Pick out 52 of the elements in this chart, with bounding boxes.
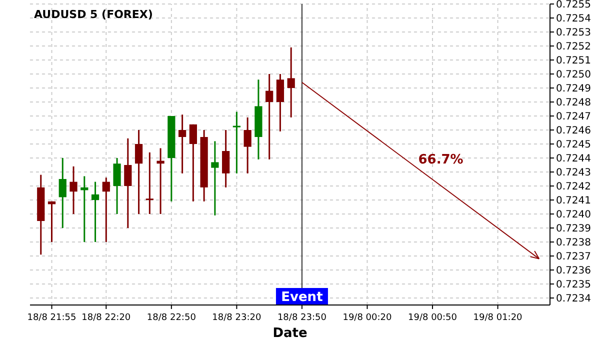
y-tick-label: 0.7241 <box>556 196 591 206</box>
y-tick-label: 0.7252 <box>556 42 591 52</box>
candlestick <box>113 157 121 215</box>
y-tick-label: 0.7245 <box>556 140 591 150</box>
y-tick-label: 0.7239 <box>556 224 591 234</box>
candlestick <box>124 138 132 229</box>
y-tick-label: 0.7246 <box>556 126 591 136</box>
y-tick-label: 0.7255 <box>556 0 591 10</box>
y-tick-label: 0.7240 <box>556 210 591 220</box>
y-tick-label: 0.7243 <box>556 168 591 178</box>
candlestick <box>222 129 230 188</box>
candlestick <box>58 157 66 229</box>
y-tick-label: 0.7237 <box>556 252 591 262</box>
candlestick <box>178 114 186 174</box>
y-tick-label: 0.7254 <box>556 14 591 24</box>
y-tick-label: 0.7236 <box>556 266 591 276</box>
candlestick <box>146 152 154 215</box>
candlestick <box>211 140 219 216</box>
y-tick-label: 0.7244 <box>556 154 591 164</box>
y-tick-label: 0.7249 <box>556 84 591 94</box>
candlestick <box>276 73 284 132</box>
candlestick <box>70 166 78 215</box>
y-tick-label: 0.7234 <box>556 294 591 304</box>
x-tick-label: 18/8 21:55 <box>27 313 76 323</box>
candlestick <box>134 129 143 215</box>
candlestick <box>287 46 295 118</box>
y-tick-label: 0.7247 <box>556 112 591 122</box>
y-tick-label: 0.7253 <box>556 28 591 38</box>
candlestick <box>244 116 252 174</box>
y-tick-label: 0.7238 <box>556 238 591 248</box>
x-tick-label: 18/8 23:50 <box>277 313 327 323</box>
annotation: 66.7% <box>418 152 464 168</box>
y-tick-label: 0.7235 <box>556 280 591 290</box>
chart-title: AUDUSD 5 (FOREX) <box>34 8 153 21</box>
y-tick-label: 0.7250 <box>556 70 591 80</box>
x-axis-title: Date <box>272 326 308 340</box>
x-tick-label: 18/8 22:50 <box>146 313 196 323</box>
ref-line-label: Event <box>281 290 323 305</box>
x-tick-label: 18/8 23:20 <box>212 313 262 323</box>
candlestick <box>102 176 110 243</box>
candlestick <box>232 111 240 174</box>
y-tick-label: 0.7251 <box>556 56 591 66</box>
candlestick <box>156 147 164 215</box>
candlestick <box>189 124 197 202</box>
y-tick-label: 0.7248 <box>556 98 591 108</box>
x-tick-label: 19/8 00:50 <box>408 313 458 323</box>
x-tick-label: 18/8 22:20 <box>82 313 131 323</box>
y-tick-label: 0.7242 <box>556 182 591 192</box>
candlestick <box>266 73 274 160</box>
x-tick-label: 19/8 00:20 <box>342 313 392 323</box>
x-tick-label: 19/8 01:20 <box>473 313 523 323</box>
candlestick <box>91 181 100 243</box>
